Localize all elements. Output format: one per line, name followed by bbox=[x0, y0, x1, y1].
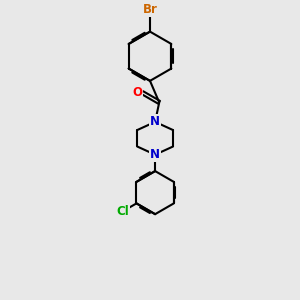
Text: N: N bbox=[150, 116, 160, 128]
Text: O: O bbox=[132, 86, 142, 99]
Text: Cl: Cl bbox=[117, 205, 130, 218]
Text: Br: Br bbox=[142, 3, 158, 16]
Text: N: N bbox=[150, 148, 160, 161]
